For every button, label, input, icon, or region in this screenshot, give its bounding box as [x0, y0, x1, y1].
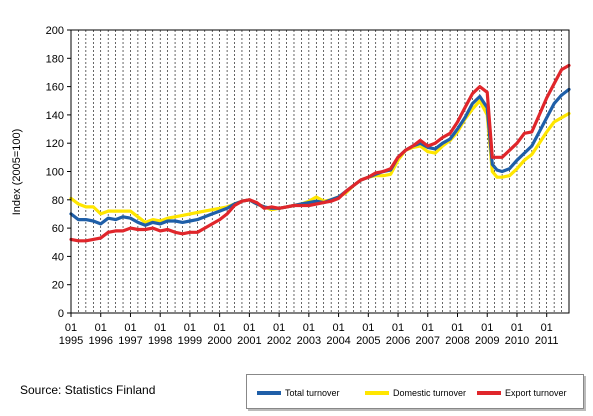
series-lines — [69, 63, 571, 243]
x-tick-month: 01 — [65, 322, 77, 334]
legend-swatch-export — [477, 391, 501, 395]
x-tick-year: 1996 — [88, 335, 112, 347]
x-tick-year: 2010 — [505, 335, 529, 347]
legend-item-export: Export turnover — [477, 388, 567, 398]
x-tick-year: 2002 — [267, 335, 291, 347]
y-tick-label: 40 — [52, 251, 64, 263]
x-tick-month: 01 — [214, 322, 226, 334]
x-tick-month: 01 — [303, 322, 315, 334]
legend-swatch-total — [257, 391, 281, 395]
x-tick-year: 2004 — [326, 335, 350, 347]
series-line-export-turnover — [69, 63, 571, 243]
x-tick-year: 1998 — [148, 335, 172, 347]
x-tick-month: 01 — [422, 322, 434, 334]
x-tick-month: 01 — [511, 322, 523, 334]
legend-label-domestic: Domestic turnover — [393, 388, 467, 398]
y-tick-label: 180 — [46, 53, 64, 65]
legend-item-total: Total turnover — [257, 388, 340, 398]
legend-label-total: Total turnover — [285, 388, 340, 398]
x-tick-month: 01 — [362, 322, 374, 334]
x-tick-year: 2011 — [535, 335, 559, 347]
y-tick-label: 100 — [46, 167, 64, 179]
x-tick-month: 01 — [541, 322, 553, 334]
legend: Total turnover Domestic turnover Export … — [246, 374, 584, 409]
x-tick-year: 2009 — [475, 335, 499, 347]
x-tick-year: 1999 — [178, 335, 202, 347]
x-tick-month: 01 — [481, 322, 493, 334]
x-tick-month: 01 — [273, 322, 285, 334]
axes: 0204060801001201401601802000119950119960… — [46, 25, 570, 347]
x-tick-year: 2006 — [386, 335, 410, 347]
source-note: Source: Statistics Finland — [20, 383, 156, 397]
grid — [78, 30, 562, 313]
x-tick-month: 01 — [124, 322, 136, 334]
legend-swatch-domestic — [365, 391, 389, 395]
y-tick-label: 200 — [46, 25, 64, 37]
x-tick-year: 2007 — [416, 335, 440, 347]
legend-label-export: Export turnover — [505, 388, 567, 398]
y-tick-label: 80 — [52, 195, 64, 207]
y-tick-label: 20 — [52, 280, 64, 292]
x-tick-year: 2005 — [356, 335, 380, 347]
y-axis-title: Index (2005=100) — [11, 129, 23, 216]
x-tick-month: 01 — [154, 322, 166, 334]
x-tick-month: 01 — [95, 322, 107, 334]
x-tick-year: 2001 — [237, 335, 261, 347]
x-tick-month: 01 — [392, 322, 404, 334]
y-tick-label: 60 — [52, 223, 64, 235]
y-tick-label: 120 — [46, 138, 64, 150]
x-tick-month: 01 — [184, 322, 196, 334]
x-tick-year: 1997 — [118, 335, 142, 347]
x-tick-month: 01 — [243, 322, 255, 334]
legend-item-domestic: Domestic turnover — [365, 388, 466, 398]
x-tick-year: 2003 — [297, 335, 321, 347]
x-tick-month: 01 — [332, 322, 344, 334]
y-tick-label: 0 — [58, 308, 64, 320]
x-tick-year: 2000 — [207, 335, 231, 347]
x-tick-year: 2008 — [445, 335, 469, 347]
y-tick-label: 160 — [46, 82, 64, 94]
x-tick-year: 1995 — [59, 335, 83, 347]
x-tick-month: 01 — [451, 322, 463, 334]
y-tick-label: 140 — [46, 110, 64, 122]
